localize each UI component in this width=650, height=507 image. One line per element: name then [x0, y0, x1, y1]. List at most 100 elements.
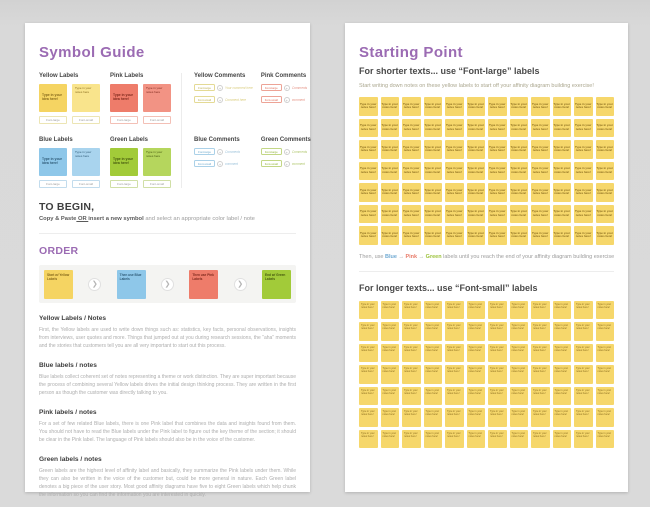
yellow-sticky-note[interactable]: Type in your notes here! — [552, 429, 571, 448]
yellow-sticky-note[interactable]: Type in your notes here! — [402, 204, 421, 223]
yellow-sticky-note[interactable]: Type in your notes here! — [509, 118, 528, 137]
yellow-sticky-note[interactable]: Type in your notes here! — [380, 408, 399, 427]
yellow-sticky-note[interactable]: Type in your notes here! — [402, 97, 421, 116]
yellow-sticky-note[interactable]: Type in your notes here! — [574, 300, 593, 319]
yellow-sticky-note[interactable]: Type in your notes here! — [466, 300, 485, 319]
comment-pill-font-large[interactable]: Font-large — [194, 148, 215, 155]
yellow-sticky-note[interactable]: Type in your notes here! — [488, 408, 507, 427]
yellow-sticky-note[interactable]: Type in your notes here! — [380, 322, 399, 341]
yellow-sticky-note[interactable]: Type in your notes here! — [380, 226, 399, 245]
yellow-sticky-note[interactable]: Type in your notes here! — [402, 226, 421, 245]
yellow-sticky-note[interactable]: Type in your notes here! — [552, 204, 571, 223]
yellow-sticky-note[interactable]: Type in your notes here! — [531, 204, 550, 223]
yellow-sticky-note[interactable]: Type in your notes here! — [359, 429, 378, 448]
yellow-sticky-note[interactable]: Type in your notes here! — [423, 429, 442, 448]
yellow-sticky-note[interactable]: Type in your notes here! — [531, 226, 550, 245]
yellow-sticky-note[interactable]: Type in your notes here! — [509, 408, 528, 427]
font-large-button[interactable]: Font-large — [39, 180, 67, 188]
yellow-sticky-note[interactable]: Type in your notes here! — [359, 140, 378, 159]
comment-pill-font-small[interactable]: Font-small — [260, 96, 282, 103]
yellow-sticky-note[interactable]: Type in your notes here! — [552, 408, 571, 427]
yellow-sticky-note[interactable]: Type in your notes here! — [402, 161, 421, 180]
yellow-sticky-note[interactable]: Type in your notes here! — [445, 97, 464, 116]
yellow-sticky-note[interactable]: Type in your notes here! — [595, 97, 614, 116]
yellow-sticky-note[interactable]: Type in your notes here! — [380, 140, 399, 159]
yellow-sticky-note[interactable]: Type in your notes here! — [402, 140, 421, 159]
yellow-sticky-note[interactable]: Type in your notes here! — [531, 300, 550, 319]
add-comment-icon[interactable]: + — [283, 148, 290, 155]
yellow-sticky-note[interactable]: Type in your notes here! — [595, 408, 614, 427]
yellow-sticky-note[interactable]: Type in your notes here! — [595, 140, 614, 159]
yellow-sticky-note[interactable]: Type in your notes here! — [552, 322, 571, 341]
yellow-sticky-note[interactable]: Type in your notes here! — [423, 204, 442, 223]
add-comment-icon[interactable]: + — [217, 160, 223, 167]
yellow-sticky-note[interactable]: Type in your notes here! — [574, 365, 593, 384]
yellow-sticky-note[interactable]: Type in your notes here! — [445, 183, 464, 202]
yellow-sticky-note[interactable]: Type in your notes here! — [574, 140, 593, 159]
font-small-button[interactable]: Font-small — [72, 116, 100, 124]
yellow-sticky-note[interactable]: Type in your notes here! — [445, 300, 464, 319]
yellow-sticky-note[interactable]: Type in your notes here! — [595, 429, 614, 448]
yellow-sticky-note[interactable]: Type in your notes here! — [359, 204, 378, 223]
add-comment-icon[interactable]: + — [283, 96, 290, 103]
yellow-sticky-note[interactable]: Type in your notes here! — [423, 408, 442, 427]
yellow-sticky-note[interactable]: Type in your notes here! — [574, 226, 593, 245]
yellow-sticky-note[interactable]: Type in your notes here! — [595, 300, 614, 319]
order-step-pink-sticky[interactable]: Then use Pink Labels — [189, 269, 219, 299]
yellow-sticky-note[interactable]: Type in your notes here! — [445, 365, 464, 384]
yellow-sticky-note[interactable]: Type in your notes here! — [531, 322, 550, 341]
yellow-sticky-note[interactable]: Type in your notes here! — [552, 97, 571, 116]
yellow-sticky-note[interactable]: Type in your notes here! — [509, 226, 528, 245]
comment-pill-font-large[interactable]: Font-large — [260, 84, 282, 91]
yellow-sticky-note[interactable]: Type in your notes here! — [380, 161, 399, 180]
yellow-sticky-note[interactable]: Type in your notes here! — [531, 161, 550, 180]
yellow-sticky-note[interactable]: Type in your notes here! — [574, 118, 593, 137]
yellow-sticky-note[interactable]: Type in your notes here! — [574, 386, 593, 405]
yellow-sticky-note[interactable]: Type in your notes here! — [423, 140, 442, 159]
yellow-sticky-note[interactable]: Type in your notes here! — [423, 118, 442, 137]
yellow-sticky-note[interactable]: Type in your notes here! — [509, 365, 528, 384]
yellow-sticky-note[interactable]: Type in your notes here! — [380, 300, 399, 319]
yellow-sticky-note[interactable]: Type in your notes here! — [488, 97, 507, 116]
yellow-sticky-note[interactable]: Type in your notes here! — [488, 204, 507, 223]
yellow-sticky-note[interactable]: Type in your notes here! — [509, 429, 528, 448]
yellow-sticky-note[interactable]: Type in your notes here! — [595, 365, 614, 384]
yellow-sticky-note[interactable]: Type in your notes here! — [466, 204, 485, 223]
pink-sticky-note-large[interactable]: Type in your idea here! — [110, 84, 138, 112]
yellow-sticky-note[interactable]: Type in your notes here! — [531, 408, 550, 427]
yellow-sticky-note[interactable]: Type in your notes here! — [380, 429, 399, 448]
yellow-sticky-note[interactable]: Type in your notes here! — [488, 300, 507, 319]
yellow-sticky-note[interactable]: Type in your notes here! — [595, 183, 614, 202]
comment-pill-font-small[interactable]: Font-small — [194, 160, 215, 167]
yellow-sticky-note[interactable]: Type in your notes here! — [423, 183, 442, 202]
add-comment-icon[interactable]: + — [283, 84, 290, 91]
comment-pill-font-large[interactable]: Font-large — [260, 148, 282, 155]
yellow-sticky-note[interactable]: Type in your notes here! — [402, 408, 421, 427]
yellow-sticky-note[interactable]: Type in your notes here! — [359, 386, 378, 405]
yellow-sticky-note[interactable]: Type in your notes here! — [445, 204, 464, 223]
yellow-sticky-note[interactable]: Type in your notes here! — [445, 343, 464, 362]
yellow-sticky-note[interactable]: Type in your notes here! — [423, 386, 442, 405]
yellow-sticky-note[interactable]: Type in your notes here! — [359, 300, 378, 319]
yellow-sticky-note[interactable]: Type in your notes here! — [423, 300, 442, 319]
yellow-sticky-note[interactable]: Type in your notes here! — [531, 343, 550, 362]
yellow-sticky-note[interactable]: Type in your notes here! — [488, 140, 507, 159]
yellow-sticky-note[interactable]: Type in your notes here! — [488, 226, 507, 245]
yellow-sticky-note[interactable]: Type in your notes here! — [552, 386, 571, 405]
yellow-sticky-note[interactable]: Type in your notes here! — [574, 97, 593, 116]
yellow-sticky-note[interactable]: Type in your notes here! — [574, 183, 593, 202]
yellow-sticky-note[interactable]: Type in your notes here! — [380, 97, 399, 116]
yellow-sticky-note[interactable]: Type in your notes here! — [595, 204, 614, 223]
font-small-button[interactable]: Font-small — [143, 116, 171, 124]
yellow-sticky-note[interactable]: Type in your notes here! — [466, 97, 485, 116]
order-step-yellow-sticky[interactable]: Start w/ Yellow Labels — [44, 269, 73, 299]
add-comment-icon[interactable]: + — [217, 96, 223, 103]
yellow-sticky-note[interactable]: Type in your notes here! — [359, 226, 378, 245]
yellow-sticky-note[interactable]: Type in your notes here! — [402, 386, 421, 405]
yellow-sticky-note[interactable]: Type in your notes here! — [359, 97, 378, 116]
yellow-sticky-note[interactable]: Type in your notes here! — [531, 140, 550, 159]
yellow-sticky-note[interactable]: Type in your notes here! — [595, 226, 614, 245]
yellow-sticky-note[interactable]: Type in your notes here! — [531, 183, 550, 202]
pink-sticky-note-small[interactable]: Type in your notes here — [143, 84, 171, 112]
yellow-sticky-note[interactable]: Type in your notes here! — [466, 365, 485, 384]
